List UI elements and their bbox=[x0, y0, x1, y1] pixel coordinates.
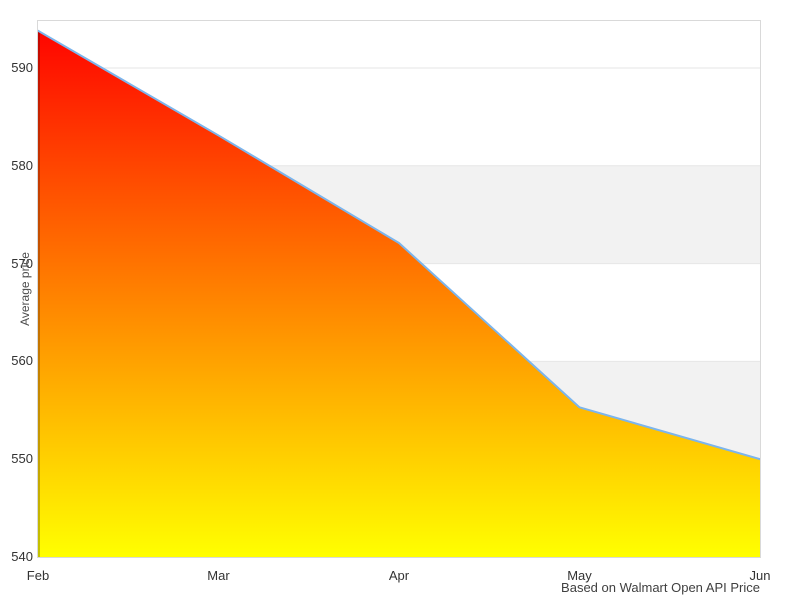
x-tick-label: Mar bbox=[207, 568, 230, 583]
y-tick-label: 590 bbox=[11, 59, 33, 75]
area-series-canvas bbox=[38, 29, 760, 557]
x-tick-label: Jun bbox=[749, 568, 771, 583]
y-tick-label: 550 bbox=[11, 451, 33, 467]
y-tick-label: 570 bbox=[11, 255, 33, 271]
y-tick-label: 580 bbox=[11, 157, 33, 173]
y-tick-label: 560 bbox=[11, 353, 33, 369]
x-tick-label: Apr bbox=[388, 568, 410, 583]
price-line bbox=[38, 29, 760, 461]
x-tick-label: Feb bbox=[26, 568, 50, 583]
plot-area bbox=[37, 20, 761, 558]
y-tick-label: 540 bbox=[11, 549, 33, 564]
chart-caption: Based on Walmart Open API Price bbox=[561, 580, 760, 595]
y-axis-title: Average price bbox=[18, 252, 32, 326]
area-fill bbox=[38, 30, 760, 557]
x-tick-label: May bbox=[567, 568, 592, 583]
